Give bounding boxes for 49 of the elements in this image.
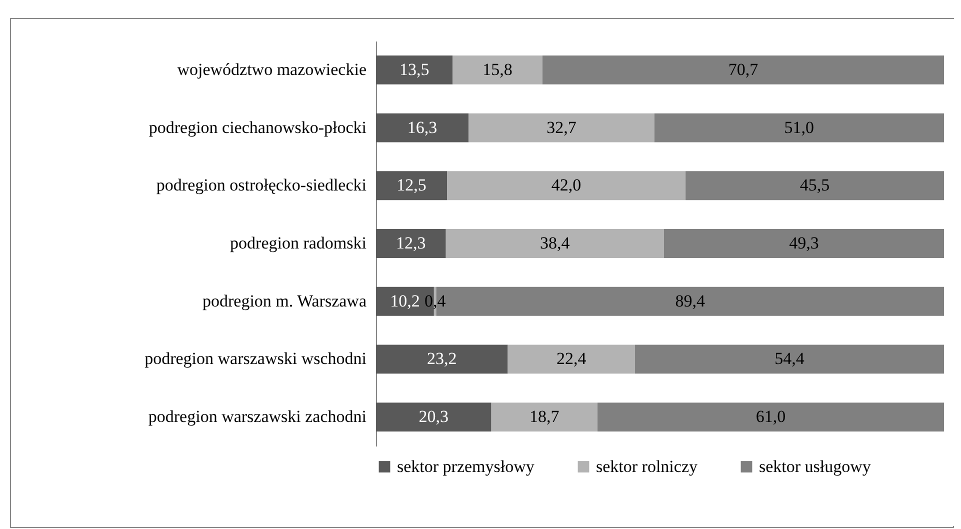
bar — [376, 402, 492, 432]
bar — [686, 171, 944, 200]
data-label: 0,4 — [424, 291, 446, 310]
data-label: 22,4 — [556, 349, 587, 368]
data-label: 20,3 — [418, 407, 449, 426]
bar — [446, 229, 664, 258]
y-tick-label: podregion radomski — [230, 234, 367, 252]
data-label: 49,3 — [789, 234, 819, 252]
y-tick-label: województwo mazowieckie — [177, 60, 366, 79]
legend-label: sektor przemysłowy — [397, 456, 535, 476]
data-label: 32,7 — [546, 118, 577, 137]
bar — [654, 113, 944, 142]
bar — [376, 344, 508, 374]
legend-label: sektor rolniczy — [596, 456, 698, 476]
y-tick-label: podregion warszawski zachodni — [148, 407, 367, 426]
data-label: 12,5 — [396, 176, 426, 195]
bar — [508, 344, 636, 374]
data-label: 13,5 — [399, 60, 430, 79]
bar — [376, 229, 446, 258]
bar — [635, 344, 944, 374]
data-label: 16,3 — [407, 118, 438, 137]
data-label: 18,7 — [530, 407, 560, 426]
bar — [452, 55, 542, 84]
bar — [598, 402, 944, 432]
data-label: 10,2 — [390, 291, 420, 310]
bar — [376, 171, 447, 200]
bar — [447, 171, 686, 200]
y-tick-label: podregion warszawski wschodni — [144, 349, 367, 368]
y-tick-label: podregion ciechanowsko-płocki — [148, 118, 367, 137]
data-label: 54,4 — [774, 349, 805, 368]
data-label: 51,0 — [784, 118, 814, 137]
data-label: 15,8 — [482, 60, 512, 79]
data-label: 61,0 — [756, 407, 786, 426]
data-label: 23,2 — [427, 349, 457, 368]
bar — [664, 229, 944, 258]
data-label: 42,0 — [551, 176, 582, 195]
bar — [491, 402, 598, 432]
data-label: 70,7 — [728, 60, 759, 79]
data-label: 45,5 — [800, 176, 830, 195]
bar — [376, 55, 453, 84]
data-label: 38,4 — [540, 234, 570, 252]
y-tick-label: podregion ostrołęcko-siedlecki — [156, 176, 367, 195]
bar — [542, 55, 944, 84]
data-label: 89,4 — [675, 291, 706, 310]
y-tick-label: podregion m. Warszawa — [202, 291, 367, 310]
legend-label: sektor usługowy — [759, 456, 872, 476]
data-label: 12,3 — [396, 234, 426, 252]
bar — [376, 113, 469, 142]
bar — [468, 113, 654, 142]
